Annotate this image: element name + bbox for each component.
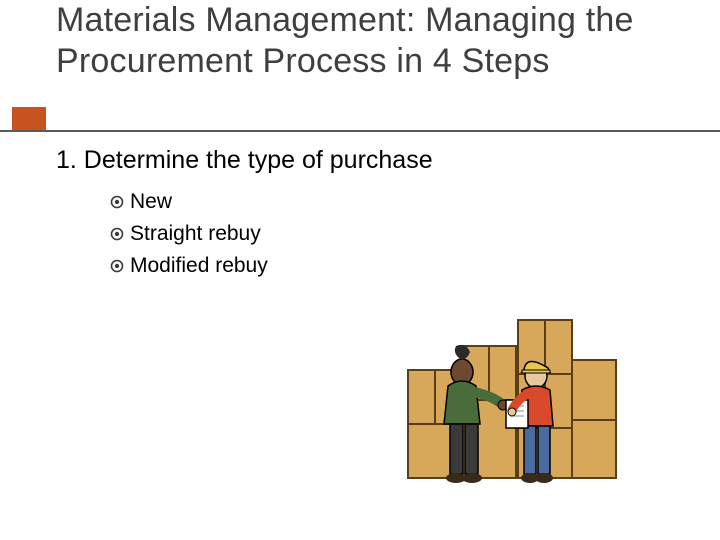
- bullet-icon: [110, 195, 124, 209]
- accent-block: [12, 107, 46, 130]
- step-heading: 1. Determine the type of purchase: [56, 146, 433, 175]
- bullet-list: New Straight rebuy Modified rebuy: [110, 190, 268, 286]
- list-item: Straight rebuy: [110, 222, 268, 246]
- title-wrap: Materials Management: Managing the Procu…: [56, 0, 676, 83]
- title-underline: [0, 130, 720, 132]
- list-item: New: [110, 190, 268, 214]
- slide: Materials Management: Managing the Procu…: [0, 0, 720, 540]
- bullet-label: New: [130, 190, 172, 214]
- bullet-label: Straight rebuy: [130, 222, 261, 246]
- bullet-label: Modified rebuy: [130, 254, 268, 278]
- slide-title: Materials Management: Managing the Procu…: [56, 0, 676, 83]
- bullet-icon: [110, 227, 124, 241]
- bullet-icon: [110, 259, 124, 273]
- warehouse-workers-icon: [400, 310, 620, 490]
- list-item: Modified rebuy: [110, 254, 268, 278]
